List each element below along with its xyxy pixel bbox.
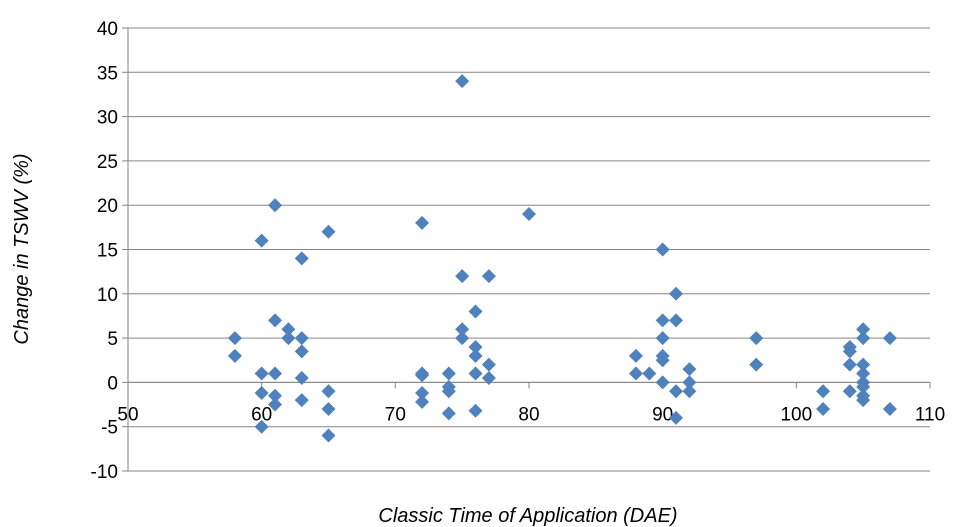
x-tick-label: 60	[251, 404, 272, 425]
data-point	[468, 339, 483, 354]
data-point	[842, 384, 857, 399]
x-tick-label: 50	[117, 404, 138, 425]
data-point	[415, 394, 430, 409]
y-tick-label: 35	[97, 63, 118, 84]
data-point	[294, 393, 309, 408]
data-point	[441, 406, 456, 421]
data-point	[749, 331, 764, 346]
x-tick-label: 100	[780, 404, 812, 425]
data-point	[321, 224, 336, 239]
data-point	[882, 331, 897, 346]
data-point	[856, 357, 871, 372]
y-tick-label: 10	[97, 285, 118, 306]
x-tick-labels: 50 60 70 80 90 100 110	[117, 404, 945, 425]
data-point	[856, 331, 871, 346]
data-point	[294, 251, 309, 266]
y-axis-title: Change in TSWV (%)	[11, 153, 33, 344]
data-point	[842, 357, 857, 372]
data-point	[254, 386, 269, 401]
data-point	[669, 313, 684, 328]
data-point	[268, 313, 283, 328]
y-tick-label: 20	[97, 196, 118, 217]
data-point	[254, 419, 269, 434]
data-point	[268, 366, 283, 381]
data-point	[481, 370, 496, 385]
data-point	[268, 397, 283, 412]
y-tick-label: -10	[91, 462, 118, 483]
data-point	[842, 344, 857, 359]
data-point	[655, 353, 670, 368]
x-tick-label: 80	[518, 404, 539, 425]
data-point	[268, 198, 283, 213]
data-point	[455, 331, 470, 346]
data-point	[522, 207, 536, 222]
data-point	[468, 348, 483, 363]
y-tick-label: -5	[101, 418, 118, 439]
data-point	[669, 384, 684, 399]
data-point	[455, 322, 470, 337]
data-point	[415, 386, 430, 401]
y-tick-label: 0	[107, 373, 118, 394]
data-point	[655, 331, 670, 346]
y-tick-label: 40	[97, 19, 118, 40]
y-tick-label: 5	[107, 329, 118, 350]
data-point	[642, 366, 657, 381]
data-point	[749, 357, 764, 372]
data-point	[856, 366, 871, 381]
data-point	[856, 379, 871, 394]
data-point	[816, 401, 831, 416]
data-points	[227, 74, 897, 443]
data-point	[254, 233, 269, 248]
data-point	[281, 322, 296, 337]
data-point	[321, 428, 336, 443]
data-point	[669, 286, 684, 301]
data-point	[882, 401, 897, 416]
data-point	[669, 410, 684, 425]
data-point	[227, 331, 242, 346]
data-point	[227, 348, 242, 363]
data-point	[481, 357, 496, 372]
data-point	[655, 242, 670, 257]
y-tick-labels: -10 -5 0 5 10 15 20 25 30 35 40	[91, 19, 118, 483]
y-tick-label: 30	[97, 108, 118, 129]
data-point	[455, 74, 470, 89]
x-tick-label: 70	[385, 404, 406, 425]
data-point	[481, 269, 496, 284]
data-point	[455, 269, 470, 284]
data-point	[682, 384, 697, 399]
y-tick-label: 15	[97, 241, 118, 262]
data-point	[441, 366, 456, 381]
data-point	[321, 401, 336, 416]
x-tick-label: 90	[652, 404, 673, 425]
x-tick-label: 110	[915, 404, 945, 425]
data-point	[682, 375, 697, 390]
data-point	[468, 304, 483, 319]
data-point	[268, 388, 283, 403]
data-point	[655, 375, 670, 390]
data-point	[655, 313, 670, 328]
data-point	[321, 384, 336, 399]
data-point	[281, 331, 296, 346]
data-point	[628, 366, 643, 381]
axes	[122, 27, 931, 472]
data-point	[254, 366, 269, 381]
data-point	[294, 370, 309, 385]
data-point	[682, 362, 697, 377]
data-point	[628, 348, 643, 363]
data-point	[415, 215, 430, 230]
data-point	[294, 331, 309, 346]
data-point	[468, 403, 483, 418]
data-point	[816, 384, 831, 399]
data-point	[468, 366, 483, 381]
data-point	[441, 384, 456, 399]
data-point	[294, 344, 309, 359]
data-point	[856, 322, 871, 337]
y-tick-label: 25	[97, 152, 118, 173]
data-point	[415, 368, 430, 383]
data-point	[856, 393, 871, 408]
x-axis-title: Classic Time of Application (DAE)	[378, 505, 677, 527]
